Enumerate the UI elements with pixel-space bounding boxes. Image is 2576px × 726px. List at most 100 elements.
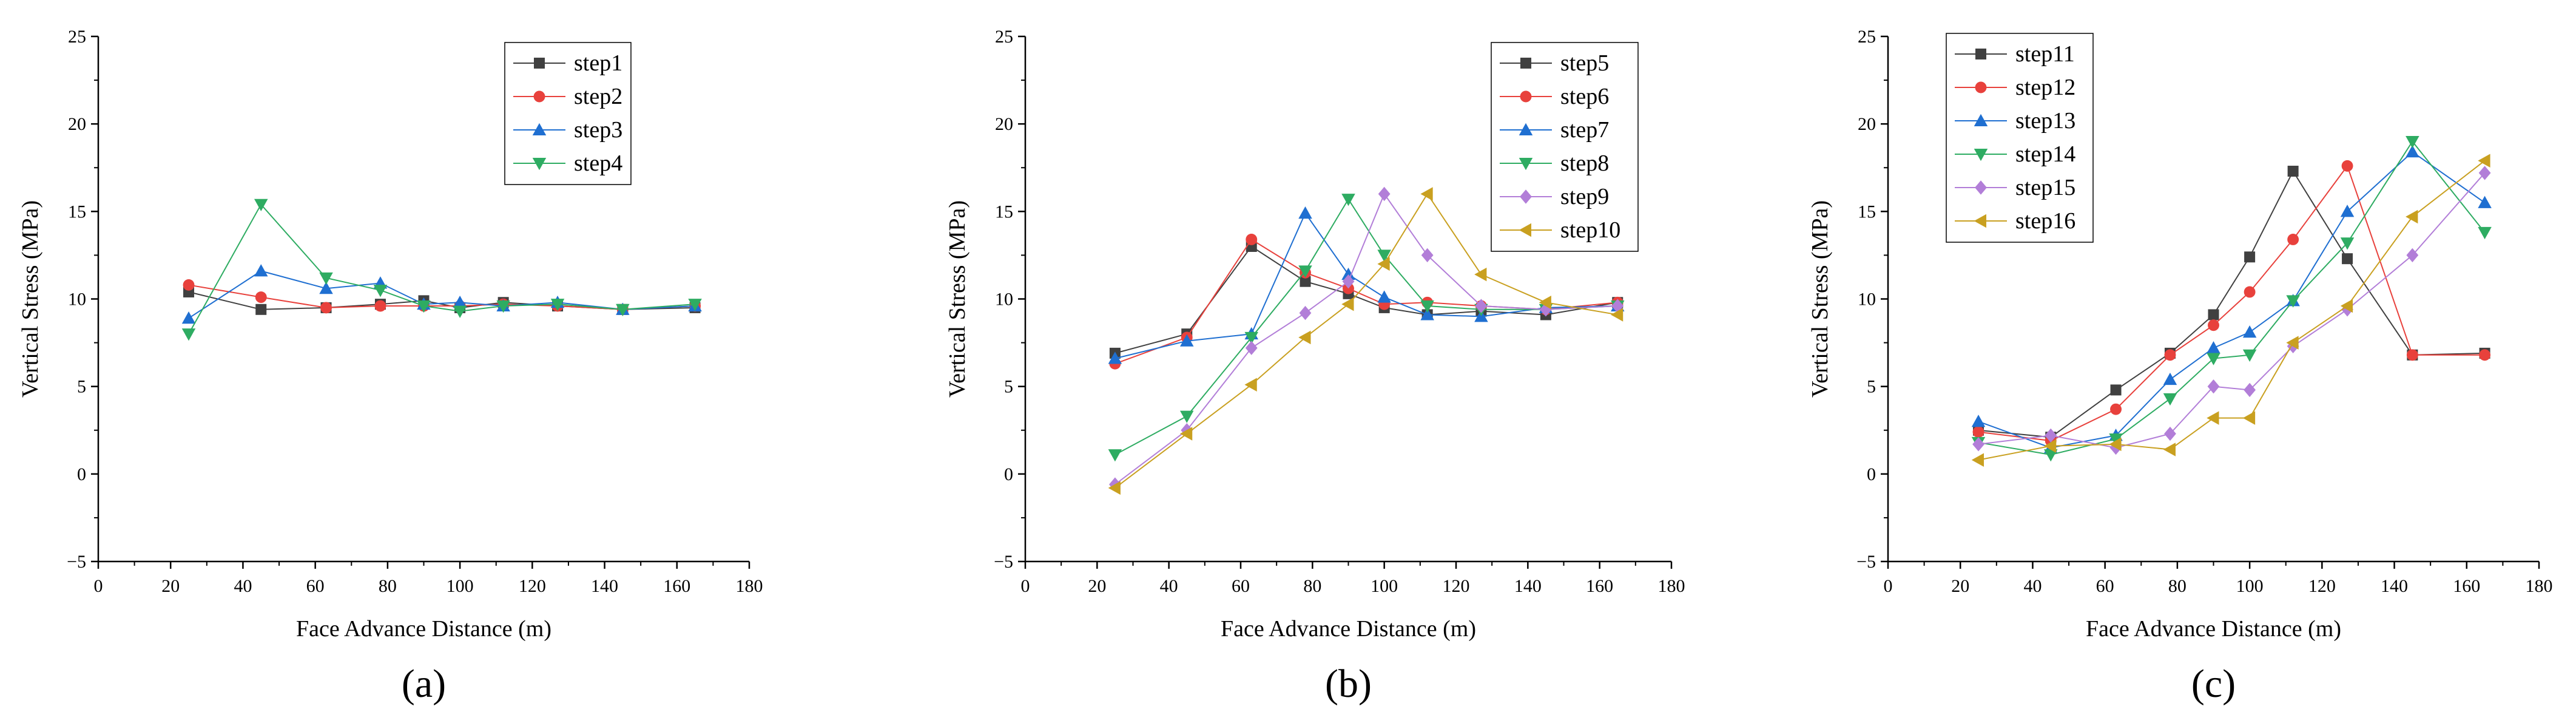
legend-marker: [1519, 158, 1533, 171]
legend-marker: [1520, 189, 1532, 204]
legend-label: step14: [2015, 141, 2075, 167]
data-point: [1298, 265, 1312, 278]
x-tick-label: 60: [1232, 576, 1250, 596]
x-tick-label: 0: [94, 576, 103, 596]
data-point: [1180, 427, 1193, 441]
data-point: [1341, 267, 1355, 280]
series-line: [1114, 212, 1618, 359]
y-tick-label: 20: [1858, 114, 1876, 134]
y-tick-label: −5: [67, 552, 86, 572]
legend-label: step3: [574, 117, 622, 143]
series-step14: [1971, 136, 2492, 462]
data-point: [2110, 384, 2122, 396]
data-point: [2287, 234, 2299, 245]
data-point: [254, 198, 268, 212]
data-point: [1342, 274, 1355, 289]
data-point: [496, 300, 510, 313]
legend-marker: [532, 123, 547, 135]
data-point: [2110, 403, 2122, 415]
x-tick-label: 180: [1658, 576, 1685, 596]
x-tick-label: 160: [2453, 576, 2480, 596]
y-tick-label: 5: [1004, 377, 1013, 397]
y-tick-label: 20: [68, 114, 86, 134]
data-point: [255, 304, 267, 315]
data-point: [1108, 351, 1122, 364]
series-line: [188, 203, 695, 334]
y-tick-label: 10: [68, 290, 86, 310]
y-tick-label: −5: [1856, 552, 1876, 572]
y-tick-label: 10: [1858, 290, 1876, 310]
data-point: [2163, 372, 2177, 385]
x-tick-label: 40: [2023, 576, 2042, 596]
data-point: [181, 311, 196, 324]
data-point: [2207, 353, 2220, 365]
data-point: [1298, 330, 1311, 345]
data-point: [453, 296, 467, 308]
data-point: [1539, 296, 1551, 310]
data-point: [550, 299, 565, 311]
data-point: [1420, 187, 1433, 201]
data-point: [2044, 439, 2057, 453]
legend-label: step7: [1560, 117, 1609, 143]
data-point: [2242, 411, 2256, 425]
y-tick-label: 25: [1858, 27, 1876, 47]
data-point: [2286, 336, 2299, 350]
series-line: [188, 270, 695, 319]
data-point: [2244, 382, 2256, 398]
y-tick-label: 15: [1858, 202, 1876, 222]
data-point: [1341, 297, 1354, 311]
y-axis-title: Vertical Stress (MPa): [18, 200, 43, 398]
data-point: [2045, 428, 2057, 443]
data-point: [2109, 437, 2122, 452]
x-tick-label: 140: [2381, 576, 2408, 596]
data-point: [2406, 349, 2418, 361]
x-tick-label: 160: [663, 576, 690, 596]
x-tick-label: 180: [736, 576, 763, 596]
x-tick-label: 0: [1884, 576, 1893, 596]
data-point: [183, 279, 195, 291]
data-point: [2286, 295, 2300, 308]
data-point: [2340, 205, 2355, 217]
series-line: [1114, 192, 1618, 489]
x-tick-label: 120: [2308, 576, 2336, 596]
legend-label: step1: [574, 50, 622, 76]
data-point: [1377, 257, 1390, 271]
x-tick-label: 100: [2236, 576, 2264, 596]
data-point: [2478, 226, 2492, 240]
x-tick-label: 100: [447, 576, 474, 596]
data-point: [2478, 195, 2492, 208]
data-point: [1246, 234, 1258, 245]
data-point: [1244, 331, 1258, 345]
data-point: [1475, 299, 1488, 313]
legend: step11 step12 step13 step14 step15 step16: [1946, 33, 2094, 243]
y-tick-label: 25: [995, 27, 1013, 47]
data-point: [1972, 437, 1984, 452]
data-point: [374, 300, 386, 312]
legend-marker: [1975, 81, 1987, 93]
data-point: [1420, 308, 1434, 321]
data-point: [1300, 276, 1311, 287]
x-tick-label: 140: [1514, 576, 1542, 596]
y-axis-title: Vertical Stress (MPa): [945, 200, 970, 398]
y-tick-label: 25: [68, 27, 86, 47]
panel-c: −5 0 5 10 15 20 25 0 20 40 60 80 100 120 140 160 180 Face…: [1807, 27, 2553, 706]
data-point: [2340, 299, 2353, 313]
x-tick-label: 80: [379, 576, 397, 596]
legend: step1 step2 step3 step4: [504, 42, 632, 185]
data-point: [320, 302, 332, 314]
y-tick-label: −5: [994, 552, 1013, 572]
legend-marker: [1974, 114, 1988, 126]
legend-label: step6: [1560, 84, 1609, 109]
data-point: [2208, 309, 2219, 321]
y-tick-label: 15: [68, 202, 86, 222]
legend-label: step16: [2015, 208, 2075, 234]
x-axis-title: Face Advance Distance (m): [1221, 616, 1476, 642]
data-point: [2342, 253, 2353, 265]
axes: −5 0 5 10 15 20 25 0 20 40 60 80 100 120 140 160 180: [1856, 27, 2552, 596]
data-point: [2163, 443, 2176, 456]
y-tick-label: 0: [1867, 464, 1876, 484]
data-point: [2164, 349, 2176, 361]
legend-label: step5: [1560, 50, 1609, 76]
legend-label: step13: [2015, 108, 2075, 134]
